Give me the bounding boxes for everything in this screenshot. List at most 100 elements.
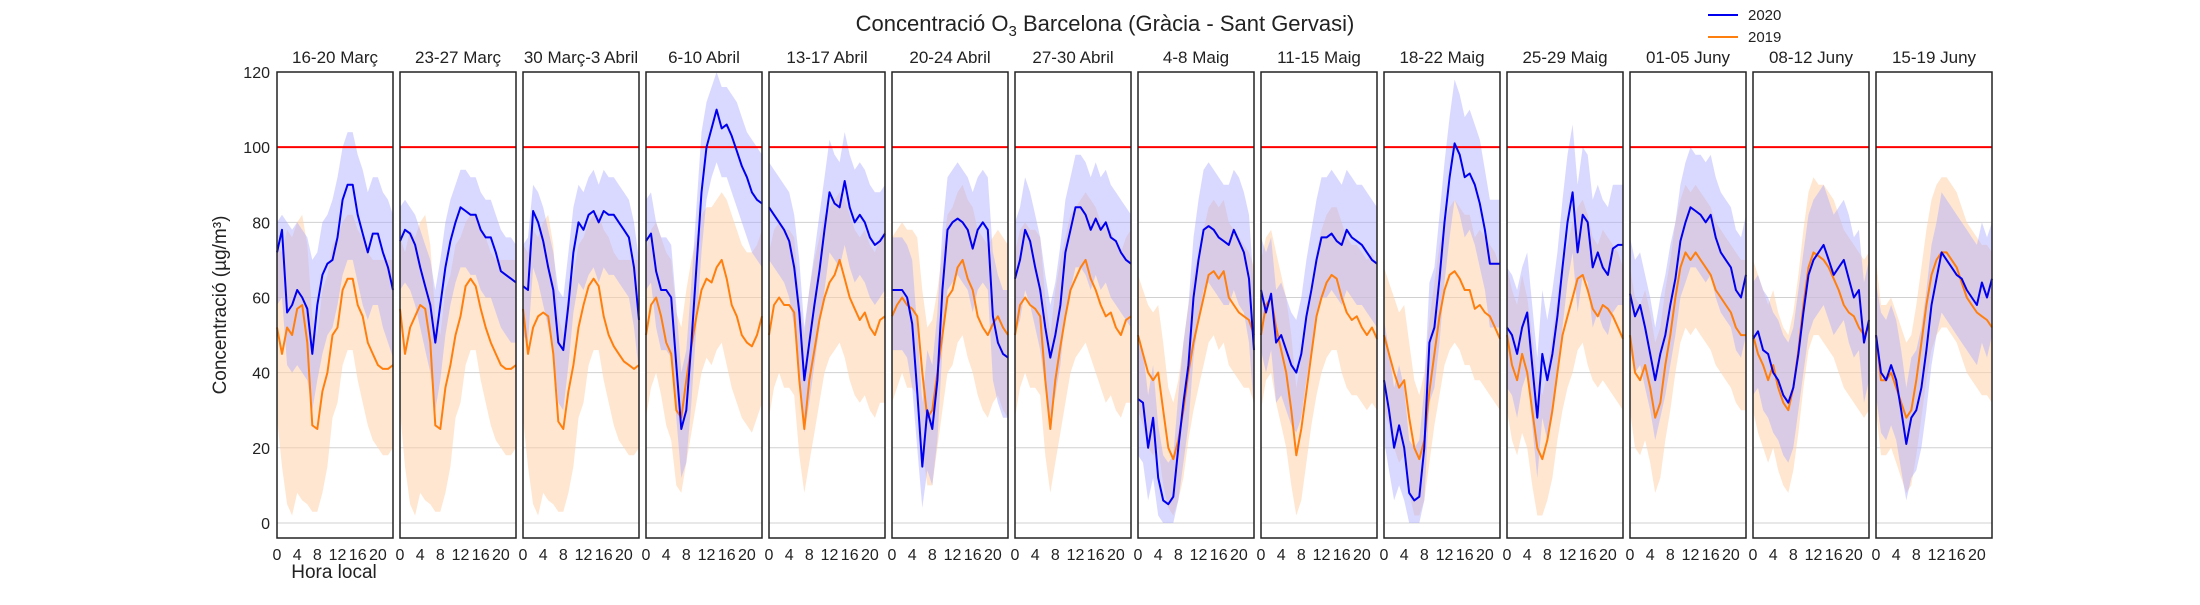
band-2020 (277, 132, 393, 411)
panel-frame (891, 71, 1009, 539)
panel-title: 11-15 Maig (1277, 48, 1361, 67)
x-tick-label: 8 (1420, 547, 1429, 564)
x-tick-label: 16 (964, 547, 982, 564)
panel-title: 20-24 Abril (909, 48, 990, 67)
y-tick-label: 40 (252, 366, 270, 383)
x-tick-label: 0 (273, 547, 282, 564)
x-tick-label: 16 (841, 547, 859, 564)
panel: 01-05 Juny 0 4 8 12 16 20 (1626, 48, 1747, 564)
x-tick-label: 8 (1912, 547, 1921, 564)
line-2020 (1014, 206, 1132, 359)
panel-title: 18-22 Maig (1399, 48, 1484, 67)
y-axis: 0 20 40 60 80 100 120 (243, 65, 270, 533)
line-2020 (1137, 225, 1255, 506)
x-tick-label: 4 (1646, 547, 1655, 564)
line-2020 (768, 180, 886, 382)
line-2020 (522, 210, 640, 352)
x-tick-label: 20 (1845, 547, 1863, 564)
x-tick-label: 0 (1257, 547, 1266, 564)
x-tick-label: 12 (1559, 547, 1577, 564)
panel-title: 01-05 Juny (1646, 48, 1731, 67)
x-tick-label: 0 (888, 547, 897, 564)
panel-title: 27-30 Abril (1032, 48, 1113, 67)
x-tick-label: 20 (1968, 547, 1986, 564)
band-2019 (1015, 192, 1131, 493)
x-tick-label: 12 (1067, 547, 1085, 564)
line-2020 (1752, 243, 1870, 404)
x-tick-label: 20 (861, 547, 879, 564)
line-2019 (891, 258, 1009, 419)
band-2020 (1753, 184, 1869, 463)
band-2019 (646, 192, 762, 493)
panel: 11-15 Maig 0 4 8 12 16 20 (1257, 48, 1378, 564)
x-tick-label: 8 (682, 547, 691, 564)
panel-frame (1137, 71, 1255, 539)
panel-title: 08-12 Juny (1769, 48, 1854, 67)
x-tick-label: 0 (1134, 547, 1143, 564)
panel: 27-30 Abril 0 4 8 12 16 20 (1011, 48, 1132, 564)
x-tick-label: 12 (575, 547, 593, 564)
x-tick-label: 4 (1154, 547, 1163, 564)
x-tick-label: 4 (539, 547, 548, 564)
line-2019 (1137, 270, 1255, 461)
panel-frame (1752, 71, 1870, 539)
x-tick-label: 0 (1503, 547, 1512, 564)
x-tick-label: 8 (1051, 547, 1060, 564)
panel: 13-17 Abril 0 4 8 12 16 20 (765, 48, 886, 564)
band-2020 (892, 162, 1008, 508)
x-tick-label: 8 (928, 547, 937, 564)
line-2020 (1875, 251, 1993, 445)
band-2019 (892, 184, 1008, 486)
panel: 25-29 Maig 0 4 8 12 16 20 (1503, 48, 1624, 564)
x-tick-label: 4 (1769, 547, 1778, 564)
band-2020 (646, 72, 762, 478)
x-tick-label: 16 (1948, 547, 1966, 564)
line-2019 (399, 277, 517, 430)
panel: 16-20 Març 0 4 8 12 16 20 (273, 48, 394, 564)
legend: 2020 2019 (1708, 7, 1781, 46)
x-tick-label: 16 (349, 547, 367, 564)
x-tick-label: 20 (369, 547, 387, 564)
panel: 18-22 Maig 0 4 8 12 16 20 (1380, 48, 1501, 564)
x-tick-label: 16 (1087, 547, 1105, 564)
x-tick-label: 4 (1892, 547, 1901, 564)
x-tick-label: 4 (1031, 547, 1040, 564)
x-tick-label: 0 (1749, 547, 1758, 564)
band-2020 (1261, 169, 1377, 433)
line-2019 (1014, 258, 1132, 430)
panel-frame (768, 71, 886, 539)
band-2019 (523, 214, 639, 516)
x-tick-label: 0 (1380, 547, 1389, 564)
x-tick-label: 4 (1400, 547, 1409, 564)
panel-title: 16-20 Març (292, 48, 378, 67)
x-tick-label: 20 (615, 547, 633, 564)
y-tick-label: 0 (261, 516, 270, 533)
line-2020 (1629, 206, 1747, 382)
y-tick-label: 120 (243, 65, 270, 82)
x-tick-label: 8 (436, 547, 445, 564)
x-tick-label: 0 (765, 547, 774, 564)
x-tick-label: 8 (559, 547, 568, 564)
panel-title: 6-10 Abril (668, 48, 740, 67)
x-tick-label: 4 (1523, 547, 1532, 564)
x-tick-label: 12 (821, 547, 839, 564)
x-tick-label: 0 (396, 547, 405, 564)
band-2020 (1876, 192, 1992, 501)
panel: 15-19 Juny 0 4 8 12 16 20 (1872, 48, 1993, 564)
band-2019 (769, 192, 885, 493)
x-tick-label: 8 (1297, 547, 1306, 564)
x-tick-label: 12 (944, 547, 962, 564)
panel-title: 4-8 Maig (1163, 48, 1229, 67)
panel-frame (1014, 71, 1132, 539)
line-2020 (892, 217, 1009, 468)
x-tick-label: 12 (1436, 547, 1454, 564)
x-tick-label: 20 (492, 547, 510, 564)
line-2019 (1260, 273, 1378, 457)
y-tick-label: 60 (252, 290, 270, 307)
x-tick-label: 4 (908, 547, 917, 564)
line-2019 (1506, 273, 1624, 461)
x-tick-label: 20 (738, 547, 756, 564)
x-tick-label: 12 (452, 547, 470, 564)
x-tick-label: 16 (1210, 547, 1228, 564)
